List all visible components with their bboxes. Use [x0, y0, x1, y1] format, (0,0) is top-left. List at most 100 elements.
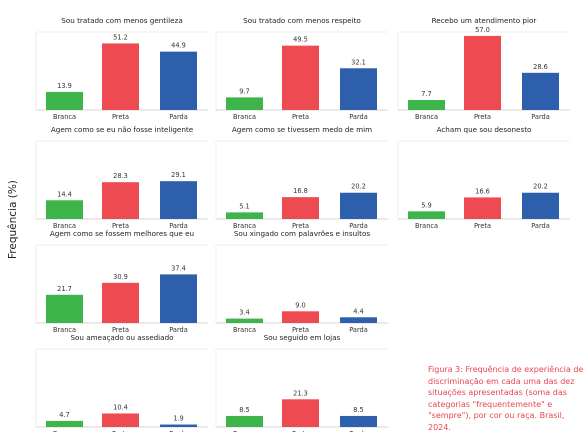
chart-title: Sou tratado com menos respeito: [243, 16, 361, 25]
data-label: 7.7: [421, 90, 432, 98]
bar-preta: [464, 35, 501, 110]
data-label: 20.2: [533, 183, 548, 191]
x-tick-label: Branca: [233, 326, 256, 334]
x-tick-label: Parda: [169, 430, 188, 432]
x-tick-label: Preta: [292, 113, 309, 121]
data-label: 4.7: [59, 411, 70, 419]
bar-parda: [340, 192, 377, 219]
x-tick-label: Parda: [169, 222, 188, 230]
x-tick-label: Preta: [292, 326, 309, 334]
x-tick-label: Parda: [531, 222, 550, 230]
bar-branca: [226, 318, 263, 323]
bar-parda: [340, 317, 377, 323]
data-label: 13.9: [57, 82, 72, 90]
bar-branca: [46, 200, 83, 219]
bar-branca: [408, 99, 445, 110]
x-tick-label: Parda: [531, 113, 550, 121]
x-tick-label: Parda: [349, 326, 368, 334]
data-label: 16.6: [475, 187, 490, 195]
data-label: 21.3: [293, 389, 308, 397]
x-tick-label: Preta: [112, 222, 129, 230]
bar-preta: [282, 311, 319, 323]
chart-title: Sou seguido em lojas: [264, 333, 341, 342]
x-tick-label: Branca: [53, 326, 76, 334]
x-tick-label: Branca: [415, 222, 438, 230]
bar-preta: [464, 197, 501, 219]
data-label: 1.9: [173, 415, 184, 423]
x-tick-label: Preta: [292, 222, 309, 230]
x-tick-label: Parda: [349, 222, 368, 230]
bar-parda: [522, 72, 559, 110]
data-label: 5.9: [421, 201, 432, 209]
figure-caption: Figura 3: Frequência de experiência de d…: [428, 365, 584, 432]
data-label: 28.6: [533, 63, 548, 71]
bar-branca: [46, 91, 83, 110]
data-label: 28.3: [113, 172, 128, 180]
bar-parda: [522, 192, 559, 219]
x-tick-label: Branca: [233, 222, 256, 230]
bar-preta: [282, 399, 319, 427]
bar-branca: [46, 420, 83, 427]
x-tick-label: Branca: [233, 430, 256, 432]
x-tick-label: Parda: [349, 113, 368, 121]
chart-title: Acham que sou desonesto: [437, 125, 532, 134]
data-label: 44.9: [171, 42, 186, 50]
x-tick-label: Branca: [233, 113, 256, 121]
data-label: 29.1: [171, 171, 186, 179]
data-label: 57.0: [475, 26, 490, 34]
x-tick-label: Branca: [53, 113, 76, 121]
bar-parda: [160, 274, 197, 323]
chart-title: Agem como se eu não fosse inteligente: [51, 125, 194, 134]
x-tick-label: Parda: [169, 113, 188, 121]
data-label: 9.0: [295, 301, 306, 309]
x-tick-label: Preta: [112, 430, 129, 432]
data-label: 3.4: [239, 309, 250, 317]
x-tick-label: Branca: [53, 222, 76, 230]
data-label: 8.5: [239, 406, 250, 414]
data-label: 8.5: [353, 406, 364, 414]
data-label: 4.4: [353, 307, 364, 315]
data-label: 14.4: [57, 190, 72, 198]
chart-title: Recebo um atendimento pior: [432, 16, 537, 25]
bar-preta: [102, 43, 139, 110]
bar-preta: [102, 413, 139, 427]
x-tick-label: Parda: [169, 326, 188, 334]
x-tick-label: Parda: [349, 430, 368, 432]
chart-title: Agem como se tivessem medo de mim: [232, 125, 372, 134]
data-label: 10.4: [113, 403, 128, 411]
bar-preta: [282, 45, 319, 110]
x-tick-label: Branca: [415, 113, 438, 121]
bar-branca: [408, 211, 445, 219]
bar-preta: [282, 197, 319, 219]
bar-parda: [160, 51, 197, 110]
bar-parda: [160, 424, 197, 427]
data-label: 5.1: [239, 202, 250, 210]
bar-branca: [226, 97, 263, 110]
data-label: 30.9: [113, 273, 128, 281]
bar-branca: [226, 415, 263, 427]
data-label: 51.2: [113, 33, 128, 41]
chart-title: Sou tratado com menos gentileza: [61, 16, 182, 25]
x-tick-label: Preta: [292, 430, 309, 432]
chart-title: Sou ameaçado ou assediado: [70, 333, 173, 342]
x-tick-label: Preta: [112, 326, 129, 334]
data-label: 37.4: [171, 264, 186, 272]
bar-parda: [160, 181, 197, 219]
data-label: 49.5: [293, 36, 308, 44]
data-label: 21.7: [57, 285, 72, 293]
x-tick-label: Branca: [53, 430, 76, 432]
data-label: 20.2: [351, 183, 366, 191]
bar-parda: [340, 68, 377, 110]
bar-preta: [102, 182, 139, 219]
data-label: 16.8: [293, 187, 308, 195]
chart-title: Agem como se fossem melhores que eu: [50, 229, 194, 238]
x-tick-label: Preta: [474, 113, 491, 121]
data-label: 9.7: [239, 87, 250, 95]
bar-parda: [340, 415, 377, 427]
x-tick-label: Preta: [112, 113, 129, 121]
x-tick-label: Preta: [474, 222, 491, 230]
data-label: 32.1: [351, 58, 366, 66]
bar-branca: [46, 294, 83, 323]
bar-preta: [102, 282, 139, 323]
